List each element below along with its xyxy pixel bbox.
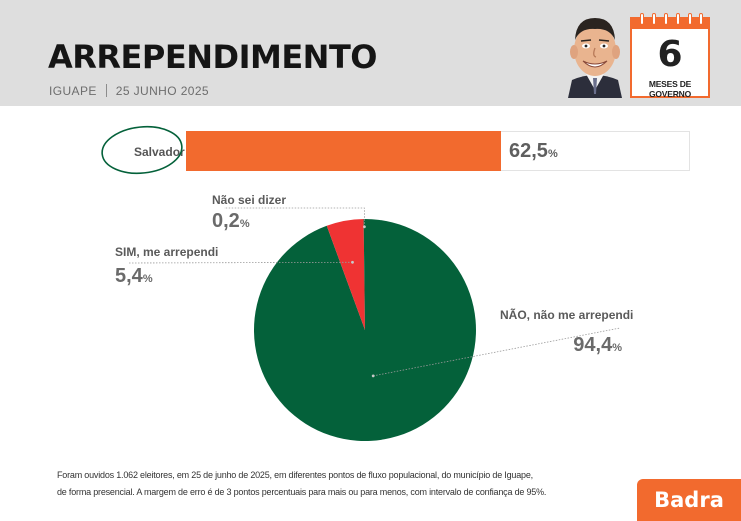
pie-label-nao: NÃO, não me arrependi 94,4%	[500, 308, 634, 357]
footnote-line-1: Foram ouvidos 1.062 eleitores, em 25 de …	[57, 470, 533, 480]
location-label: IGUAPE	[49, 84, 97, 98]
header-band: ARREPENDIMENTO IGUAPE 25 JUNHO 2025 6 MES…	[0, 0, 741, 106]
calendar-ring	[640, 13, 644, 25]
months-number: 6	[657, 34, 683, 75]
candidate-highlight-ring	[101, 125, 183, 175]
leader-dot	[363, 225, 366, 229]
subtitle: IGUAPE 25 JUNHO 2025	[49, 84, 209, 98]
bar-value-label: 62,5%	[509, 140, 558, 162]
bar-salvador	[186, 131, 501, 171]
pie-label-nao-name: NÃO, não me arrependi	[500, 308, 634, 322]
methodology-footnote: Foram ouvidos 1.062 eleitores, em 25 de …	[57, 467, 617, 501]
footnote-line-2: de forma presencial. A margem de erro é …	[57, 487, 547, 497]
leader-dot	[371, 374, 375, 378]
pie-value-nao-sei: 0,2%	[212, 210, 250, 232]
calendar-ring	[676, 13, 680, 25]
pie-label-sim-name: SIM, me arrependi	[115, 245, 219, 259]
calendar-ring	[688, 13, 692, 25]
page-title: ARREPENDIMENTO	[48, 38, 377, 76]
pie-label-sim: SIM, me arrependi 5,4%	[115, 245, 218, 288]
pie-slice-nao-sei	[363, 219, 365, 330]
pie-value-nao: 94,4%	[573, 334, 622, 356]
subtitle-divider	[105, 84, 107, 97]
brand-logo: Badra	[637, 479, 741, 521]
leader-line-sim	[127, 261, 353, 264]
date-label: 25 JUNHO 2025	[115, 84, 209, 98]
months-caption: MESES DE GOVERNO	[648, 79, 692, 99]
bar-category-label: Salvador	[134, 145, 185, 159]
calendar-ring	[664, 13, 668, 25]
calendar-ring	[699, 13, 703, 25]
mayor-portrait	[568, 18, 622, 98]
leader-dot	[351, 260, 354, 264]
calendar-header	[632, 19, 708, 29]
leader-line-nao-sei	[224, 207, 365, 227]
calendar-badge: 6 MESES DE GOVERNO	[630, 13, 710, 99]
pie-slice-nao	[253, 219, 476, 442]
pie-label-nao-sei: Não sei dizer 0,2%	[212, 193, 286, 233]
calendar-ring	[652, 13, 656, 25]
pie-value-sim: 5,4%	[115, 265, 153, 287]
pie-slice-sim	[326, 219, 365, 330]
pie-label-nao-sei-name: Não sei dizer	[212, 193, 287, 207]
